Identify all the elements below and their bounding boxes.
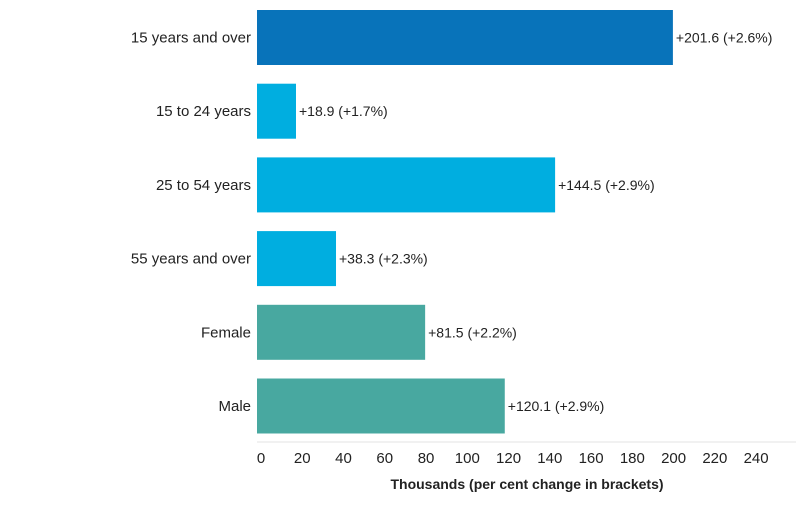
category-label: 15 years and over xyxy=(131,30,251,47)
x-axis-title: Thousands (per cent change in brackets) xyxy=(390,476,663,492)
category-label: Male xyxy=(218,398,251,415)
value-label: +201.6 (+2.6%) xyxy=(676,30,773,46)
x-tick-label: 0 xyxy=(257,450,265,467)
x-tick-label: 60 xyxy=(376,450,393,467)
category-label: 15 to 24 years xyxy=(156,103,251,120)
category-label: 25 to 54 years xyxy=(156,177,251,194)
bar-15-years-and-over xyxy=(257,10,673,65)
x-tick-labels: 0 20 40 60 80 100 120 140 160 180 200 220 240 xyxy=(257,450,769,467)
x-tick-label: 100 xyxy=(455,450,480,467)
value-label: +18.9 (+1.7%) xyxy=(299,103,388,119)
category-labels: 15 years and over 15 to 24 years 25 to 54 … xyxy=(131,30,251,416)
x-tick-label: 140 xyxy=(537,450,562,467)
bar-55-years-and-over xyxy=(257,231,337,287)
bar-group xyxy=(257,10,673,434)
value-label: +38.3 (+2.3%) xyxy=(339,251,428,267)
x-tick-label: 220 xyxy=(702,450,727,467)
bar-male xyxy=(257,378,505,434)
bar-25-to-54-years xyxy=(257,157,556,213)
x-tick-label: 240 xyxy=(744,450,769,467)
x-tick-label: 40 xyxy=(335,450,352,467)
value-labels: +201.6 (+2.6%) +18.9 (+1.7%) +144.5 (+2.9%… xyxy=(299,30,772,415)
value-label: +81.5 (+2.2%) xyxy=(428,324,517,340)
x-tick-label: 80 xyxy=(418,450,435,467)
value-label: +144.5 (+2.9%) xyxy=(558,177,655,193)
x-tick-label: 20 xyxy=(294,450,311,467)
x-tick-label: 200 xyxy=(661,450,686,467)
x-tick-label: 160 xyxy=(579,450,604,467)
value-label: +120.1 (+2.9%) xyxy=(508,398,605,414)
bar-female xyxy=(257,304,426,360)
x-tick-label: 180 xyxy=(620,450,645,467)
category-label: Female xyxy=(201,324,251,341)
bar-15-to-24-years xyxy=(257,83,296,139)
x-tick-label: 120 xyxy=(496,450,521,467)
category-label: 55 years and over xyxy=(131,251,251,268)
